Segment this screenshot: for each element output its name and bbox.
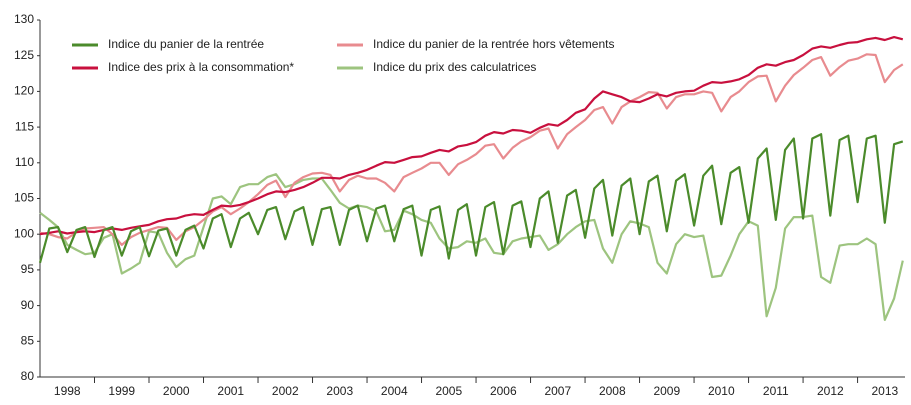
y-tick-label: 130 — [14, 12, 34, 26]
y-tick-label: 120 — [14, 84, 34, 98]
series-line — [38, 133, 904, 264]
legend-label: Indice des prix à la consommation* — [108, 60, 294, 74]
x-tick-label: 2000 — [163, 384, 190, 398]
x-tick-label: 2003 — [326, 384, 353, 398]
y-tick-label: 80 — [21, 369, 35, 383]
y-tick-label: 105 — [14, 191, 34, 205]
legend-label: Indice du panier de la rentrée hors vête… — [373, 37, 614, 51]
y-tick-label: 85 — [21, 333, 35, 347]
x-tick-label: 2011 — [763, 384, 789, 398]
series-line — [39, 173, 904, 321]
series-line — [39, 36, 904, 236]
x-tick-label: 2008 — [599, 384, 626, 398]
legend-label: Indice du prix des calculatrices — [373, 60, 536, 74]
x-tick-label: 2002 — [272, 384, 299, 398]
y-tick-label: 125 — [14, 48, 34, 62]
y-tick-label: 100 — [14, 226, 34, 240]
y-tick-label: 90 — [21, 298, 35, 312]
x-tick-label: 2004 — [381, 384, 408, 398]
y-tick-label: 95 — [21, 262, 35, 276]
x-tick-label: 1999 — [108, 384, 135, 398]
x-tick-label: 2010 — [708, 384, 735, 398]
y-tick-label: 115 — [15, 119, 34, 133]
x-tick-label: 2009 — [653, 384, 680, 398]
x-tick-label: 2013 — [871, 384, 898, 398]
x-tick-label: 2005 — [435, 384, 462, 398]
x-tick-label: 1998 — [54, 384, 81, 398]
x-tick-label: 2007 — [544, 384, 571, 398]
x-tick-label: 2012 — [817, 384, 844, 398]
legend-label: Indice du panier de la rentrée — [108, 37, 264, 51]
series-line — [39, 53, 904, 246]
y-tick-label: 110 — [15, 155, 34, 169]
x-tick-label: 2001 — [217, 384, 244, 398]
x-tick-label: 2006 — [490, 384, 517, 398]
